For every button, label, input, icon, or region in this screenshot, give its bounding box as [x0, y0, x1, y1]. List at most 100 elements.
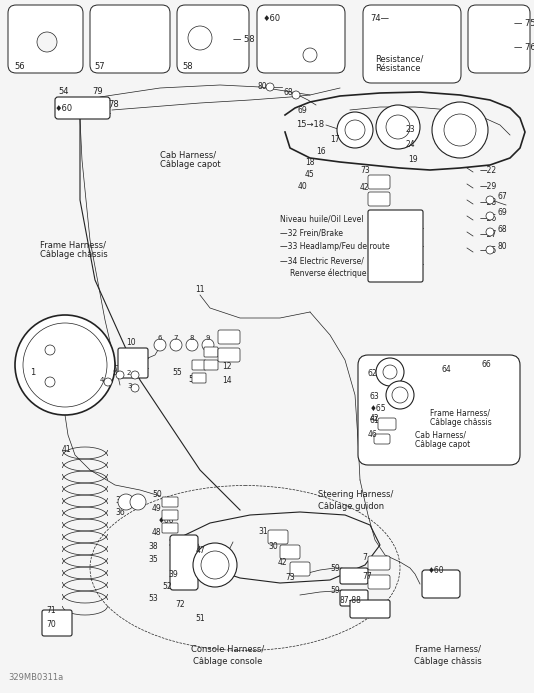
Text: —27: —27 — [480, 230, 497, 239]
Text: 7: 7 — [362, 553, 367, 562]
Circle shape — [345, 120, 365, 140]
Circle shape — [376, 105, 420, 149]
Text: 35: 35 — [148, 555, 158, 564]
Text: 77: 77 — [362, 572, 372, 581]
Text: ♦60: ♦60 — [55, 104, 73, 113]
Circle shape — [154, 339, 166, 351]
Text: Câblage châssis: Câblage châssis — [430, 418, 492, 427]
Text: 70: 70 — [46, 620, 56, 629]
Text: —22: —22 — [480, 166, 497, 175]
Circle shape — [376, 358, 404, 386]
Text: 4: 4 — [100, 377, 104, 383]
Text: 39: 39 — [168, 570, 178, 579]
FancyBboxPatch shape — [280, 545, 300, 559]
FancyBboxPatch shape — [368, 210, 423, 282]
Text: Câblage châssis: Câblage châssis — [414, 657, 482, 666]
Text: 2: 2 — [127, 370, 131, 376]
FancyBboxPatch shape — [177, 5, 249, 73]
FancyBboxPatch shape — [340, 590, 368, 606]
Text: 64: 64 — [442, 365, 452, 374]
Circle shape — [118, 494, 134, 510]
Text: Resistance/: Resistance/ — [375, 55, 423, 64]
Text: Frame Harness/: Frame Harness/ — [40, 240, 106, 249]
Text: 16: 16 — [316, 147, 326, 156]
Circle shape — [15, 315, 115, 415]
Circle shape — [188, 26, 212, 50]
Text: Renverse électrique: Renverse électrique — [290, 268, 366, 277]
FancyBboxPatch shape — [268, 530, 288, 544]
Text: 23: 23 — [405, 125, 414, 134]
Text: 47: 47 — [196, 546, 206, 555]
Text: ♦60: ♦60 — [428, 566, 445, 575]
Circle shape — [432, 102, 488, 158]
Text: 18: 18 — [305, 158, 315, 167]
Text: 15→18: 15→18 — [296, 120, 324, 129]
Circle shape — [444, 114, 476, 146]
Text: —26: —26 — [480, 214, 497, 223]
Text: Câblage châssis: Câblage châssis — [40, 250, 108, 259]
Text: 17: 17 — [330, 135, 340, 144]
Text: 80: 80 — [497, 242, 507, 251]
FancyBboxPatch shape — [340, 568, 368, 584]
Text: 72: 72 — [175, 600, 185, 609]
Text: ♦60: ♦60 — [263, 14, 281, 23]
Text: 71: 71 — [46, 606, 56, 615]
Circle shape — [131, 371, 139, 379]
Text: 49: 49 — [152, 504, 162, 513]
Circle shape — [130, 494, 146, 510]
Text: —25: —25 — [480, 246, 497, 255]
Circle shape — [131, 384, 139, 392]
Text: 52: 52 — [162, 582, 171, 591]
FancyBboxPatch shape — [192, 360, 206, 370]
Text: 50: 50 — [152, 490, 162, 499]
Circle shape — [37, 32, 57, 52]
Text: 57: 57 — [94, 62, 105, 71]
Text: 30: 30 — [268, 542, 278, 551]
Circle shape — [486, 228, 494, 236]
Text: 38: 38 — [148, 542, 158, 551]
Circle shape — [202, 339, 214, 351]
FancyBboxPatch shape — [368, 575, 390, 589]
Text: 61: 61 — [370, 416, 380, 425]
Text: — 58: — 58 — [233, 35, 255, 44]
Text: 62: 62 — [368, 369, 378, 378]
FancyBboxPatch shape — [170, 535, 198, 590]
FancyBboxPatch shape — [368, 556, 390, 570]
Text: —28: —28 — [480, 198, 497, 207]
Text: 56: 56 — [14, 62, 25, 71]
FancyBboxPatch shape — [422, 570, 460, 598]
Text: Câblage capot: Câblage capot — [415, 440, 470, 449]
Text: 58: 58 — [182, 62, 193, 71]
FancyBboxPatch shape — [358, 355, 520, 465]
Text: 59: 59 — [330, 564, 340, 573]
FancyBboxPatch shape — [368, 192, 390, 206]
FancyBboxPatch shape — [118, 348, 148, 378]
Text: 329MB0311a: 329MB0311a — [8, 673, 63, 682]
Text: 5: 5 — [112, 370, 116, 376]
Text: 8: 8 — [189, 335, 193, 341]
Text: Câblage capot: Câblage capot — [160, 160, 221, 169]
Circle shape — [303, 48, 317, 62]
Text: —29: —29 — [480, 182, 497, 191]
Text: 55: 55 — [172, 368, 182, 377]
Circle shape — [104, 378, 112, 386]
Text: 11: 11 — [195, 285, 205, 294]
Text: Frame Harness/: Frame Harness/ — [415, 645, 481, 654]
Circle shape — [486, 246, 494, 254]
FancyBboxPatch shape — [218, 348, 240, 362]
FancyBboxPatch shape — [368, 175, 390, 189]
FancyBboxPatch shape — [42, 610, 72, 636]
Text: 51: 51 — [188, 375, 198, 384]
Text: — 75: — 75 — [514, 19, 534, 28]
Circle shape — [186, 339, 198, 351]
Text: 3: 3 — [127, 383, 131, 389]
Text: —33 Headlamp/Feu de route: —33 Headlamp/Feu de route — [280, 242, 390, 251]
FancyBboxPatch shape — [192, 373, 206, 383]
Text: 14: 14 — [222, 376, 232, 385]
FancyBboxPatch shape — [204, 360, 218, 370]
Text: —32 Frein/Brake: —32 Frein/Brake — [280, 228, 343, 237]
Circle shape — [201, 551, 229, 579]
Text: 73: 73 — [285, 573, 295, 582]
Circle shape — [45, 345, 55, 355]
FancyBboxPatch shape — [90, 5, 170, 73]
